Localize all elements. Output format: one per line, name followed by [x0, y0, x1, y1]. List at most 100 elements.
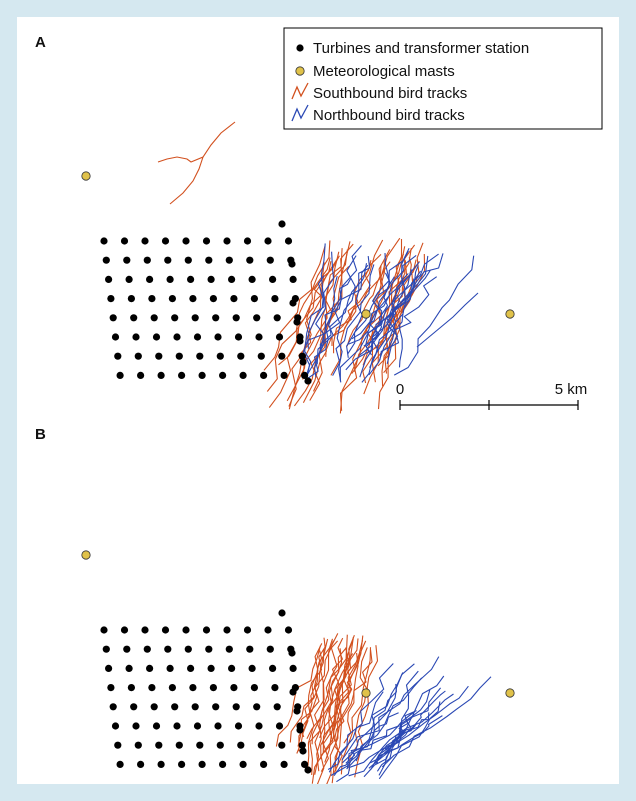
turbine-dot: [275, 722, 284, 730]
turbine-dot: [125, 664, 133, 673]
southbound-track: [302, 248, 343, 380]
northbound-track: [302, 275, 325, 381]
turbine-dot: [146, 275, 154, 283]
turbine-dot: [161, 237, 170, 245]
turbine-dot: [178, 760, 186, 769]
turbine-array-b: [100, 609, 312, 774]
turbine-dot: [143, 645, 151, 653]
turbine-dot: [212, 703, 220, 711]
turbine-dot: [148, 684, 156, 692]
turbine-dot: [248, 275, 256, 283]
turbine-dot: [123, 645, 131, 653]
turbine-dot: [264, 626, 272, 634]
turbine-dot: [152, 333, 161, 341]
turbine-dot: [264, 237, 272, 245]
legend-southbound-symbol: [291, 82, 309, 100]
turbine-dot: [288, 260, 296, 268]
turbine-dot: [193, 722, 202, 730]
turbine-dot: [123, 256, 131, 264]
turbine-dot: [116, 760, 124, 769]
meteorological-mast: [81, 171, 91, 181]
turbine-dot: [141, 626, 149, 634]
turbine-dot: [114, 352, 122, 360]
northbound-track: [368, 265, 419, 376]
turbine-dot: [271, 295, 279, 303]
turbine-array-a: [100, 220, 312, 385]
southbound-track: [300, 637, 326, 738]
panel-a: A Turbines and transformer station Meteo…: [35, 27, 603, 414]
turbine-dot: [255, 333, 263, 341]
turbine-dot: [296, 337, 304, 345]
turbine-dot: [189, 295, 197, 303]
turbine-dot: [127, 684, 135, 692]
turbine-dot: [257, 352, 265, 360]
turbine-dot: [107, 684, 115, 692]
turbine-dot: [228, 664, 236, 673]
northbound-track: [358, 253, 439, 356]
turbine-dot: [100, 626, 108, 634]
southbound-track: [377, 259, 417, 367]
turbine-dot: [102, 256, 110, 264]
southbound-track: [333, 653, 354, 773]
turbine-dot: [178, 371, 186, 379]
turbine-dot: [214, 722, 222, 730]
southbound-track: [343, 649, 373, 744]
northbound-track: [365, 252, 390, 356]
turbine-dot: [232, 314, 240, 322]
northbound-track: [339, 275, 410, 382]
southbound-track: [333, 638, 359, 742]
turbine-dot: [301, 760, 309, 769]
turbine-dot: [250, 684, 258, 692]
northbound-track: [346, 256, 371, 358]
northbound-track: [378, 670, 419, 776]
turbine-dot: [184, 256, 192, 264]
southbound-track: [289, 638, 334, 743]
turbine-dot: [152, 722, 161, 730]
meteorological-mast: [81, 550, 91, 560]
turbine-dot: [293, 707, 301, 715]
turbine-dot: [143, 256, 151, 264]
turbine-dot: [273, 703, 281, 711]
turbine-dot: [137, 760, 145, 769]
southbound-track: [362, 260, 420, 366]
southbound-track: [326, 635, 364, 784]
southbound-track: [309, 638, 329, 776]
meteorological-mast: [361, 688, 371, 698]
northbound-track: [345, 712, 399, 764]
turbine-dot: [257, 741, 265, 749]
turbine-dot: [189, 684, 197, 692]
legend-item-turbines: Turbines and transformer station: [313, 40, 529, 57]
southbound-track: [316, 633, 339, 772]
turbine-dot: [250, 295, 258, 303]
turbine-dot: [102, 645, 110, 653]
legend-northbound-symbol: [291, 104, 309, 122]
turbine-dot: [187, 275, 195, 283]
legend-box: [283, 27, 603, 130]
turbine-dot: [171, 703, 179, 711]
southbound-track: [339, 237, 401, 414]
turbine-dot: [132, 722, 140, 730]
turbine-dot: [157, 760, 165, 769]
turbine-dot: [239, 371, 247, 379]
southbound-track: [353, 244, 416, 372]
turbine-dot: [134, 352, 142, 360]
turbine-dot: [223, 626, 231, 634]
turbine-dot: [266, 645, 274, 653]
turbine-dot: [164, 645, 172, 653]
southbound-track: [307, 643, 323, 770]
turbine-dot: [141, 237, 149, 245]
turbine-dot: [173, 333, 181, 341]
turbine-dot: [202, 626, 211, 634]
northbound-track: [381, 676, 492, 768]
turbine-dot: [191, 703, 199, 711]
turbine-dot: [234, 333, 243, 341]
turbine-dot: [146, 664, 154, 673]
turbine-dot: [230, 684, 238, 692]
southbound-track: [306, 649, 347, 739]
figure-svg: A Turbines and transformer station Meteo…: [35, 27, 603, 784]
panel-label-a: A: [35, 34, 46, 51]
turbine-dot: [207, 275, 215, 283]
turbine-dot: [107, 295, 115, 303]
turbine-dot: [280, 371, 288, 379]
turbine-dot: [125, 275, 133, 283]
